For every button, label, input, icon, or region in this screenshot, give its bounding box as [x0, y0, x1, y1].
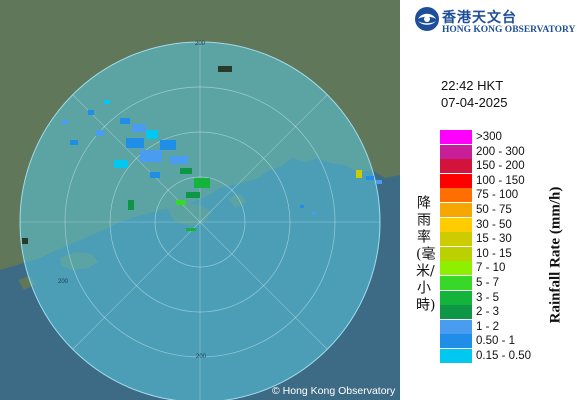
legend-swatch	[440, 173, 472, 188]
range-ring-label-south: 200	[196, 354, 207, 360]
legend-swatch	[440, 276, 472, 290]
legend-swatch	[440, 319, 472, 334]
legend-swatch	[440, 217, 472, 232]
org-name-chinese: 香港天文台	[442, 10, 517, 26]
radar-map: 200 200 200	[0, 0, 400, 400]
legend-label: 50 - 75	[476, 204, 512, 216]
legend-label: 75 - 100	[476, 189, 519, 202]
legend-swatch	[440, 188, 472, 203]
legend-swatch	[440, 305, 472, 320]
legend-label: 0.50 - 1	[476, 335, 515, 348]
legend-swatch	[440, 349, 472, 363]
range-spokes	[20, 42, 380, 400]
legend-label: 15 - 30	[476, 233, 512, 246]
legend-label: 2 - 3	[476, 306, 500, 319]
legend-swatch	[440, 290, 472, 305]
legend-title-chinese: 降雨率(毫米/小時)	[416, 195, 436, 314]
legend-label: 3 - 5	[476, 291, 500, 304]
legend-panel	[400, 0, 577, 400]
legend-label: >300	[476, 131, 502, 143]
legend-swatch	[440, 261, 472, 276]
legend-swatch	[440, 246, 472, 261]
range-ring-label-north: 200	[195, 41, 206, 47]
range-ring-label-west: 200	[58, 279, 69, 285]
observation-time: 22:42 HKT	[441, 78, 504, 93]
legend-label: 7 - 10	[476, 262, 506, 275]
legend-swatch	[440, 203, 472, 217]
legend-label: 30 - 50	[476, 218, 512, 231]
legend-label: 0.15 - 0.50	[476, 350, 531, 362]
rain-echoes	[22, 66, 382, 244]
radar-map-svg: 200 200 200	[0, 0, 400, 400]
legend-label: 1 - 2	[476, 320, 500, 333]
org-name-english: HONG KONG OBSERVATORY	[442, 25, 576, 35]
legend-swatch	[440, 144, 472, 159]
legend-label: 100 - 150	[476, 174, 525, 187]
map-copyright: © Hong Kong Observatory	[272, 385, 396, 397]
legend-label: 10 - 15	[476, 247, 512, 260]
legend-title-english: Rainfall Rate (mm/h)	[547, 186, 564, 324]
legend-label: 200 - 300	[476, 145, 525, 158]
legend-swatch	[440, 130, 472, 144]
legend-label: 150 - 200	[476, 160, 525, 173]
observation-date: 07-04-2025	[441, 95, 508, 110]
legend-label: 5 - 7	[476, 277, 500, 289]
legend-swatch	[440, 334, 472, 349]
hko-logo-icon	[415, 7, 439, 31]
legend-swatch	[440, 232, 472, 247]
legend-swatch	[440, 159, 472, 174]
